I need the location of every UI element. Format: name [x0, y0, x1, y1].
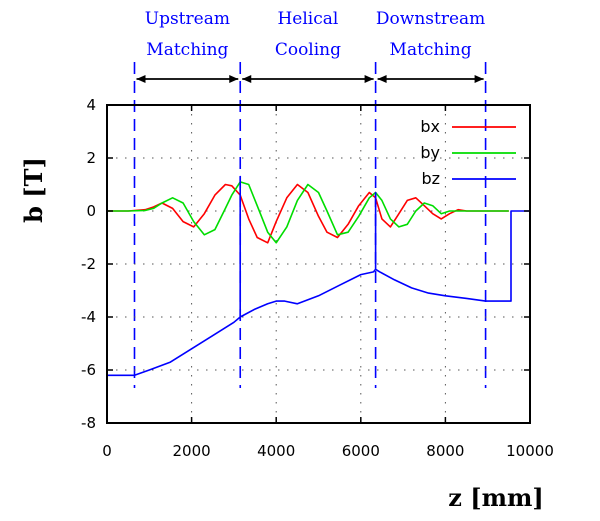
region-annotations: Upstream Matching Helical Cooling Downstream… [133, 9, 487, 388]
y-tick-label: -2 [81, 255, 96, 273]
series-line-bx [107, 183, 509, 244]
y-tick-label: 2 [86, 149, 96, 167]
legend-label-by: by [420, 143, 440, 162]
region-label-line1: Upstream [145, 9, 230, 29]
region-label-line2: Matching [146, 40, 228, 60]
region-arrow-head [136, 75, 146, 83]
legend-label-bz: bz [421, 169, 440, 188]
x-tick-label: 4000 [257, 442, 295, 460]
region-arrow-head [474, 75, 484, 83]
plot-area [107, 175, 530, 377]
legend: bx by bz [420, 117, 516, 188]
x-tick-label: 10000 [506, 442, 554, 460]
region-label-line2: Matching [390, 40, 472, 60]
y-tick-label: 4 [86, 96, 96, 114]
region-label-line1: Helical [277, 9, 338, 29]
series-line-by [107, 181, 509, 244]
region-arrow-head [377, 75, 387, 83]
x-tick-label: 0 [102, 442, 112, 460]
y-tick-label: -6 [81, 361, 96, 379]
region-arrow-head [229, 75, 239, 83]
axis-ticks: 0 2000 4000 6000 8000 10000 4 2 0 -2 -4 -6 -8 [81, 96, 554, 460]
region-arrow-head [242, 75, 252, 83]
x-tick-label: 2000 [173, 442, 211, 460]
y-axis-label: b [T] [19, 157, 48, 223]
region-arrow-head [364, 75, 374, 83]
region-label-line1: Downstream [376, 9, 485, 29]
y-tick-label: -4 [81, 308, 96, 326]
x-axis-label: z [mm] [448, 483, 543, 512]
x-tick-label: 8000 [426, 442, 464, 460]
y-tick-label: -8 [81, 414, 96, 432]
series-line-bz [107, 175, 530, 377]
x-tick-label: 6000 [342, 442, 380, 460]
y-tick-label: 0 [86, 202, 96, 220]
region-label-line2: Cooling [275, 40, 341, 60]
legend-label-bx: bx [420, 117, 440, 136]
